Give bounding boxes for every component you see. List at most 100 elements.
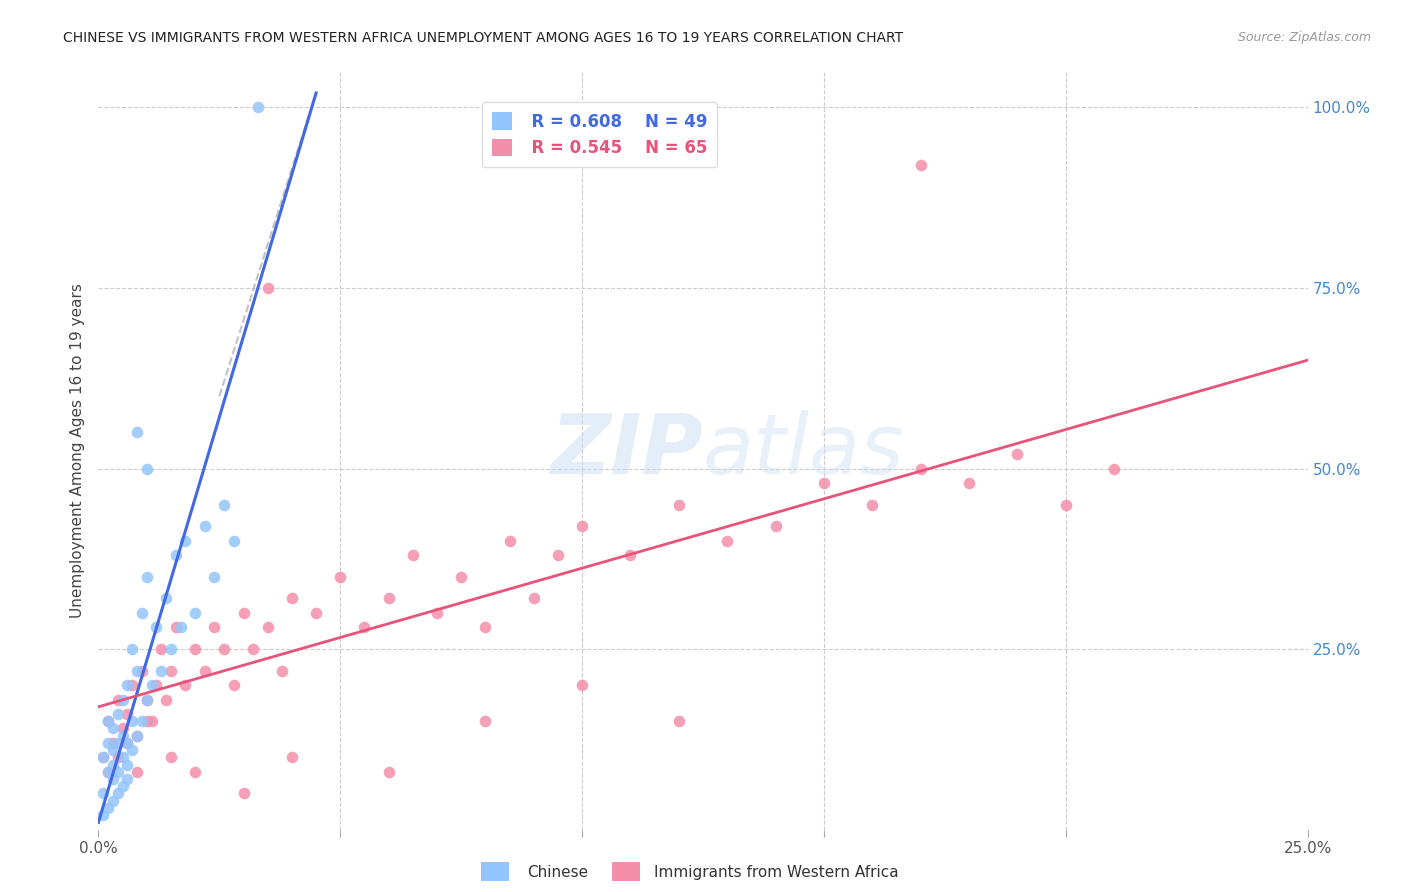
Point [135, 461, 157, 475]
Point [91, 787, 114, 801]
Point [117, 706, 139, 721]
Point [165, 620, 187, 634]
Point [117, 757, 139, 772]
Point [716, 533, 738, 548]
Point [107, 750, 129, 764]
Point [141, 678, 163, 692]
Point [131, 714, 153, 729]
Text: Immigrants from Western Africa: Immigrants from Western Africa [654, 865, 898, 880]
Point [232, 606, 254, 620]
Point [150, 664, 173, 678]
Point [204, 620, 226, 634]
Point [107, 692, 129, 706]
Point [111, 729, 134, 743]
Point [117, 678, 139, 692]
Point [256, 281, 278, 295]
Point [474, 714, 496, 729]
Point [212, 498, 235, 512]
Point [91, 750, 114, 764]
Point [1054, 498, 1077, 512]
Text: ZIP: ZIP [550, 410, 703, 491]
Point [232, 787, 254, 801]
Point [184, 764, 207, 779]
Point [101, 743, 124, 757]
Point [155, 692, 177, 706]
Point [256, 620, 278, 634]
Point [97, 736, 120, 750]
Point [377, 591, 399, 606]
Point [135, 570, 157, 584]
Point [668, 714, 690, 729]
Point [860, 498, 883, 512]
Point [174, 678, 197, 692]
Point [141, 714, 163, 729]
Point [135, 692, 157, 706]
Point [194, 664, 217, 678]
Point [169, 620, 191, 634]
Point [160, 642, 183, 657]
Point [111, 692, 134, 706]
Y-axis label: Unemployment Among Ages 16 to 19 years: Unemployment Among Ages 16 to 19 years [69, 283, 84, 618]
Point [426, 606, 449, 620]
Point [523, 591, 546, 606]
Point [127, 729, 149, 743]
Point [127, 664, 149, 678]
Point [127, 425, 149, 440]
Point [222, 533, 245, 548]
Point [910, 461, 932, 475]
Point [145, 678, 167, 692]
Legend:   R = 0.608    N = 49,   R = 0.545    N = 65: R = 0.608 N = 49, R = 0.545 N = 65 [482, 103, 717, 167]
Point [222, 678, 245, 692]
Point [160, 664, 183, 678]
Point [910, 158, 932, 172]
Point [111, 722, 134, 736]
Point [101, 757, 124, 772]
Point [619, 548, 641, 562]
Point [204, 570, 226, 584]
Point [1102, 461, 1125, 475]
Point [101, 736, 124, 750]
Point [184, 642, 207, 657]
Point [281, 591, 304, 606]
Point [1007, 447, 1029, 461]
Point [571, 678, 593, 692]
Point [97, 714, 120, 729]
Point [242, 642, 264, 657]
Point [101, 772, 124, 786]
Point [547, 548, 569, 562]
Point [97, 764, 120, 779]
Point [91, 808, 114, 822]
Point [135, 714, 157, 729]
Point [377, 764, 399, 779]
Point [150, 642, 173, 657]
Text: Source: ZipAtlas.com: Source: ZipAtlas.com [1237, 31, 1371, 45]
Point [101, 722, 124, 736]
Point [765, 519, 787, 533]
Point [101, 794, 124, 808]
Point [107, 787, 129, 801]
Point [121, 743, 143, 757]
Text: atlas: atlas [703, 410, 904, 491]
Point [184, 606, 207, 620]
Point [97, 764, 120, 779]
Text: CHINESE VS IMMIGRANTS FROM WESTERN AFRICA UNEMPLOYMENT AMONG AGES 16 TO 19 YEARS: CHINESE VS IMMIGRANTS FROM WESTERN AFRIC… [63, 31, 904, 45]
Point [194, 519, 217, 533]
Point [107, 764, 129, 779]
Point [474, 620, 496, 634]
Point [121, 714, 143, 729]
Point [127, 764, 149, 779]
Point [131, 606, 153, 620]
Point [212, 642, 235, 657]
Point [111, 750, 134, 764]
Point [668, 498, 690, 512]
Point [402, 548, 425, 562]
Point [117, 772, 139, 786]
Point [135, 692, 157, 706]
Text: Chinese: Chinese [527, 865, 588, 880]
Point [97, 801, 120, 815]
Point [91, 750, 114, 764]
Point [571, 519, 593, 533]
Point [813, 475, 835, 490]
Point [145, 620, 167, 634]
Point [127, 729, 149, 743]
